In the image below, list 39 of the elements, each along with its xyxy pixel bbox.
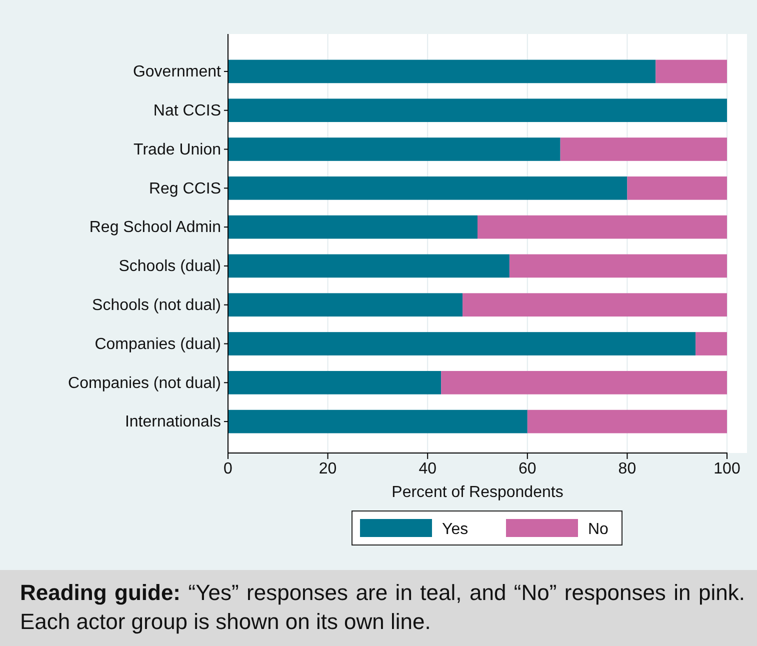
x-axis-title: Percent of Respondents (392, 484, 564, 501)
y-tick-label: Reg School Admin (89, 219, 221, 236)
y-tick-label: Schools (not dual) (92, 296, 221, 314)
bar (656, 60, 727, 84)
y-tick-label: Companies (dual) (94, 336, 221, 353)
x-tick-label: 0 (224, 460, 233, 478)
y-tick-label: Internationals (124, 414, 221, 431)
bar (509, 254, 727, 278)
text: Reading guide: “Yes” responses are in teal, and “No” responses in pink. Each actor group is shown on its own line. (20, 580, 746, 634)
x-tick-label: 100 (714, 460, 740, 478)
bar (560, 138, 727, 161)
bar (228, 215, 478, 239)
bar (228, 138, 560, 161)
bar (228, 60, 656, 84)
bar (228, 410, 528, 434)
y-tick-label: Nat CCIS (153, 102, 221, 120)
legend-label: Yes (442, 521, 468, 538)
bar (696, 332, 727, 356)
bar (462, 293, 727, 317)
bar (527, 410, 727, 434)
y-tick-label: Companies (not dual) (68, 374, 221, 392)
bar (228, 332, 696, 356)
bar (228, 370, 442, 394)
bar (228, 98, 727, 122)
y-tick-label: Government (132, 64, 222, 81)
bar (478, 215, 727, 239)
bar (441, 370, 727, 394)
y-tick-label: Trade Union (134, 141, 221, 158)
bar (627, 176, 727, 200)
x-tick-label: 60 (518, 460, 536, 478)
x-tick-label: 40 (418, 460, 437, 478)
bar (228, 254, 510, 278)
x-tick-label: 80 (618, 460, 636, 478)
bar (228, 293, 463, 317)
bar (228, 176, 628, 200)
y-tick-label: Reg CCIS (148, 180, 221, 198)
x-tick-label: 20 (318, 460, 337, 478)
legend-label: No (588, 521, 609, 538)
y-tick-label: Schools (dual) (118, 258, 221, 276)
